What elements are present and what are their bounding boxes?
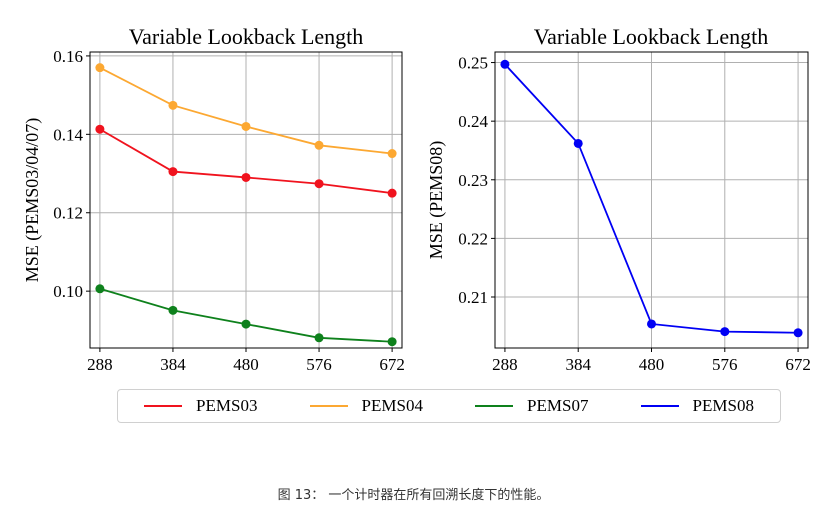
chart-title: Variable Lookback Length: [129, 24, 364, 49]
data-point-pems03: [168, 167, 178, 177]
x-tick-label: 288: [492, 355, 518, 374]
y-axis-label: MSE (PEMS03/04/07): [22, 118, 43, 283]
data-point-pems07: [95, 284, 105, 294]
data-point-pems07: [241, 319, 251, 329]
legend-label: PEMS03: [196, 396, 258, 415]
y-tick-label: 0.14: [53, 125, 83, 144]
y-axis-label: MSE (PEMS08): [426, 141, 447, 260]
data-point-pems08: [573, 138, 583, 148]
x-tick-label: 672: [785, 355, 811, 374]
legend-entry-pems04: PEMS04: [309, 396, 423, 416]
y-tick-label: 0.10: [53, 282, 83, 301]
legend-swatch: [309, 405, 348, 407]
legend-label: PEMS04: [361, 396, 423, 415]
y-tick-label: 0.23: [458, 171, 488, 190]
data-point-pems08: [647, 319, 656, 329]
data-point-pems07: [387, 337, 397, 347]
data-point-pems04: [241, 121, 251, 131]
legend-entry-pems08: PEMS08: [640, 396, 754, 416]
data-point-pems03: [387, 188, 397, 198]
y-tick-label: 0.21: [458, 288, 488, 307]
data-point-pems04: [314, 140, 324, 150]
data-point-pems08: [500, 59, 510, 69]
data-point-pems07: [168, 305, 178, 315]
chart-panel-1: 288 384 480 576 672 0.10 0.12 0.14 0.16 Variable …: [22, 24, 405, 374]
y-tick-label: 0.22: [458, 229, 488, 248]
data-point-pems03: [314, 179, 324, 189]
legend-swatch: [640, 405, 679, 407]
data-point-pems04: [387, 149, 397, 159]
data-point-pems04: [168, 100, 178, 110]
data-point-pems07: [314, 333, 324, 343]
x-tick-label: 288: [87, 355, 113, 374]
legend-label: PEMS07: [527, 396, 589, 415]
x-tick-label: 576: [712, 355, 738, 374]
data-point-pems03: [95, 124, 105, 134]
y-tick-label: 0.12: [53, 204, 83, 223]
x-tick-label: 384: [160, 355, 186, 374]
legend-entry-pems07: PEMS07: [475, 396, 588, 416]
legend-swatch: [475, 405, 514, 407]
legend-swatch: [144, 405, 183, 407]
figure-caption: 图 13： 一个计时器在所有回溯长度下的性能。: [277, 488, 550, 503]
chart-title: Variable Lookback Length: [534, 24, 769, 49]
data-point-pems04: [95, 63, 105, 73]
x-tick-label: 672: [379, 355, 405, 374]
y-tick-label: 0.16: [53, 47, 83, 66]
y-tick-label: 0.24: [458, 112, 488, 131]
data-point-pems08: [793, 328, 803, 338]
y-tick-label: 0.25: [458, 54, 488, 73]
x-tick-label: 480: [233, 355, 259, 374]
legend-entry-pems03: PEMS03: [144, 396, 257, 416]
data-point-pems08: [720, 327, 730, 337]
x-tick-label: 384: [565, 355, 591, 374]
legend-label: PEMS08: [692, 396, 754, 415]
legend: PEMS03 PEMS04 PEMS07 PEMS08: [117, 389, 781, 423]
x-tick-label: 480: [639, 355, 665, 374]
x-tick-label: 576: [306, 355, 332, 374]
chart-panel-2: 288 384 480 576 672 0.21 0.22 0.23 0.24 0.25 Varia…: [426, 24, 811, 374]
data-point-pems03: [241, 172, 251, 182]
